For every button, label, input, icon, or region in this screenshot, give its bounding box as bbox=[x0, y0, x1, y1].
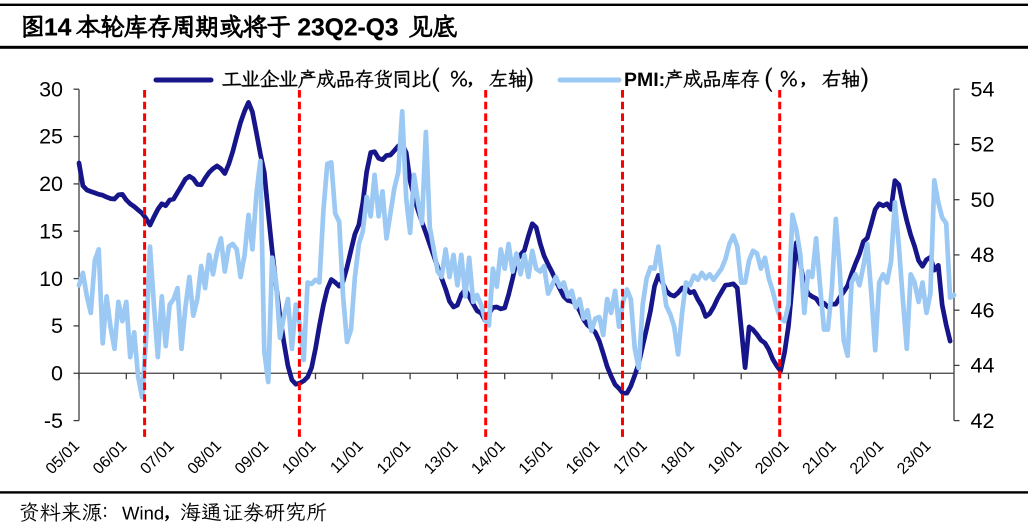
svg-text:54: 54 bbox=[971, 77, 995, 101]
svg-text:52: 52 bbox=[971, 133, 995, 157]
svg-text:30: 30 bbox=[39, 77, 63, 101]
svg-text:20: 20 bbox=[39, 172, 63, 196]
svg-text:15: 15 bbox=[39, 219, 63, 243]
svg-text:25: 25 bbox=[39, 125, 63, 149]
svg-text:-5: -5 bbox=[44, 409, 63, 433]
svg-text:44: 44 bbox=[971, 354, 995, 378]
svg-text:10: 10 bbox=[39, 267, 63, 291]
svg-text:46: 46 bbox=[971, 298, 995, 322]
svg-text:42: 42 bbox=[971, 409, 995, 433]
svg-text:0: 0 bbox=[51, 362, 63, 386]
svg-text:50: 50 bbox=[971, 188, 995, 212]
svg-text:48: 48 bbox=[971, 243, 995, 267]
svg-text:5: 5 bbox=[51, 314, 63, 338]
